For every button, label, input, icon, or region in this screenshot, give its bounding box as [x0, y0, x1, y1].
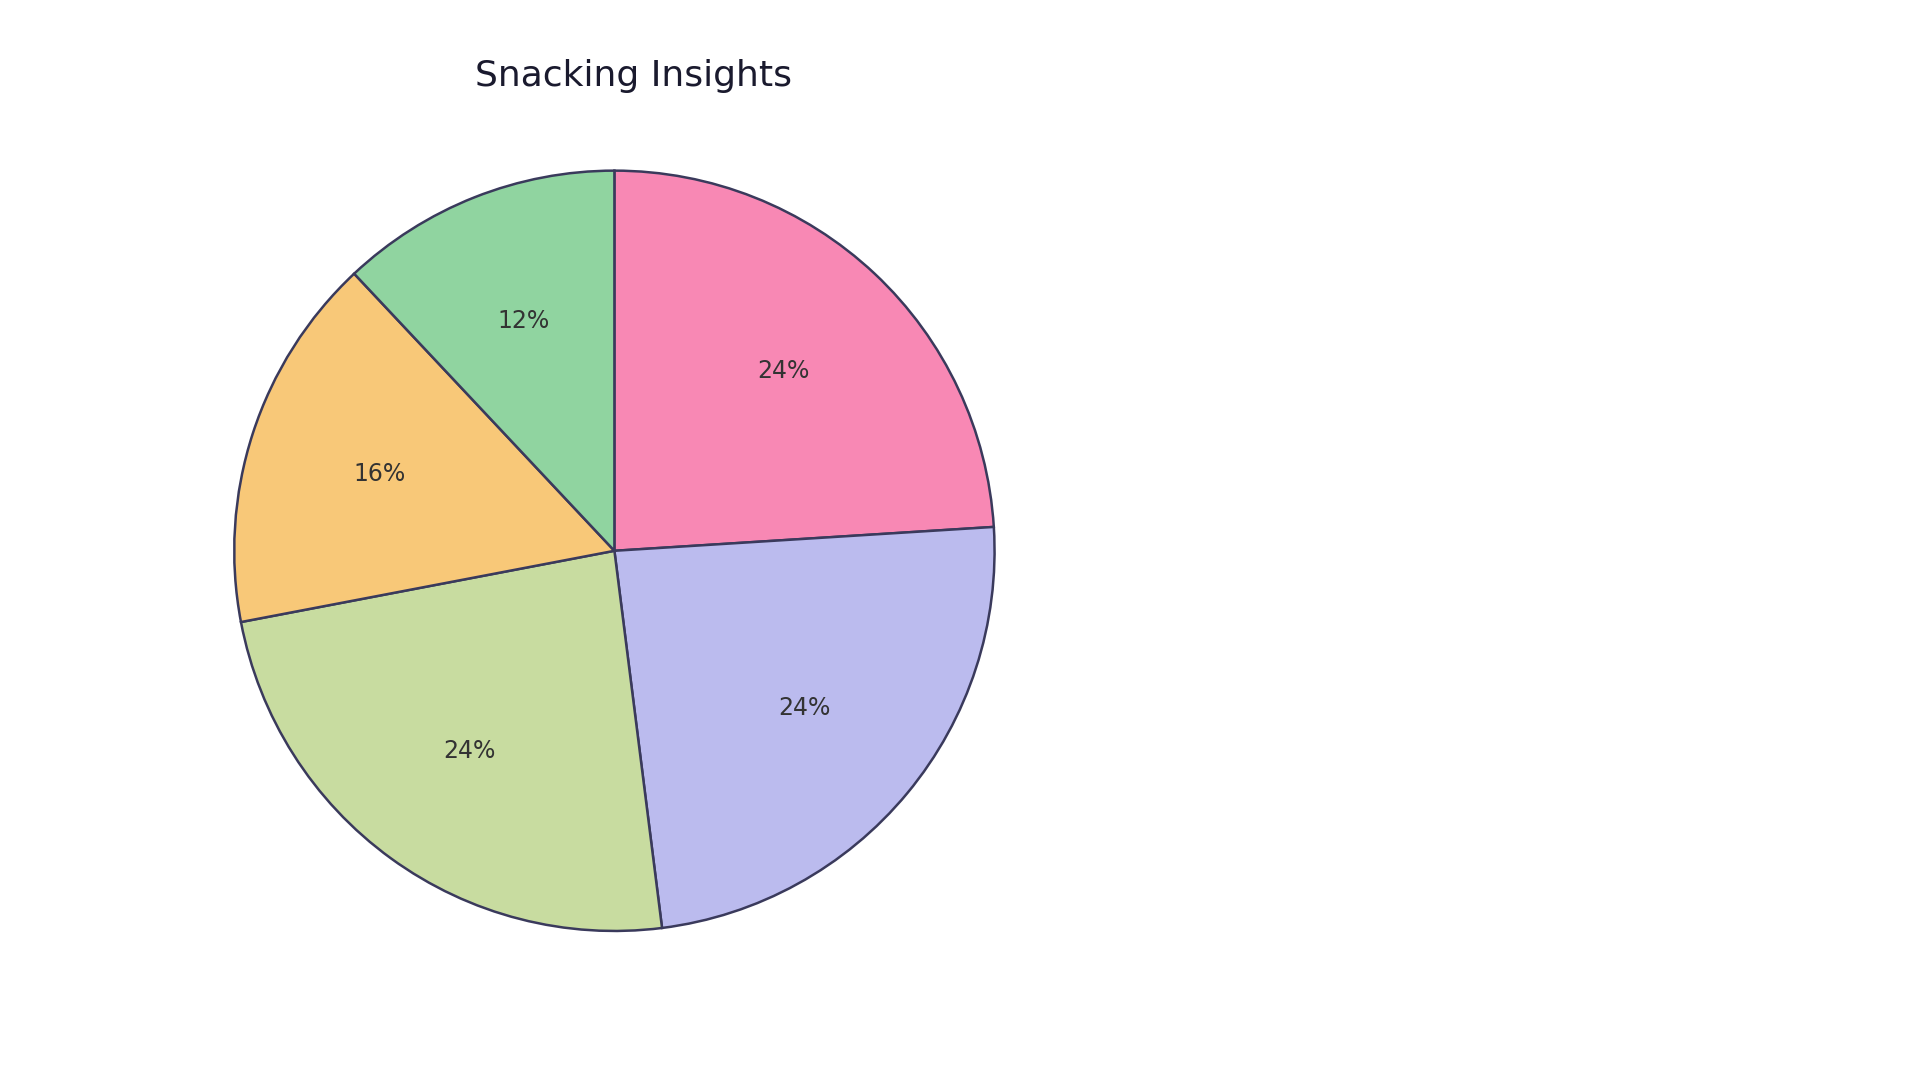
Wedge shape [353, 171, 614, 551]
Text: 24%: 24% [444, 739, 495, 762]
Text: Snacking Insights: Snacking Insights [474, 58, 793, 93]
Text: 12%: 12% [497, 309, 549, 333]
Text: 24%: 24% [780, 697, 831, 720]
Wedge shape [242, 551, 662, 931]
Text: 16%: 16% [353, 462, 405, 486]
Legend: Cultural Influence on Food Choices, Peer Influence on Food Choices, Media Influe: Cultural Influence on Food Choices, Peer… [1162, 422, 1571, 658]
Wedge shape [614, 527, 995, 928]
Text: 24%: 24% [756, 359, 810, 382]
Wedge shape [234, 273, 614, 622]
Wedge shape [614, 171, 995, 551]
